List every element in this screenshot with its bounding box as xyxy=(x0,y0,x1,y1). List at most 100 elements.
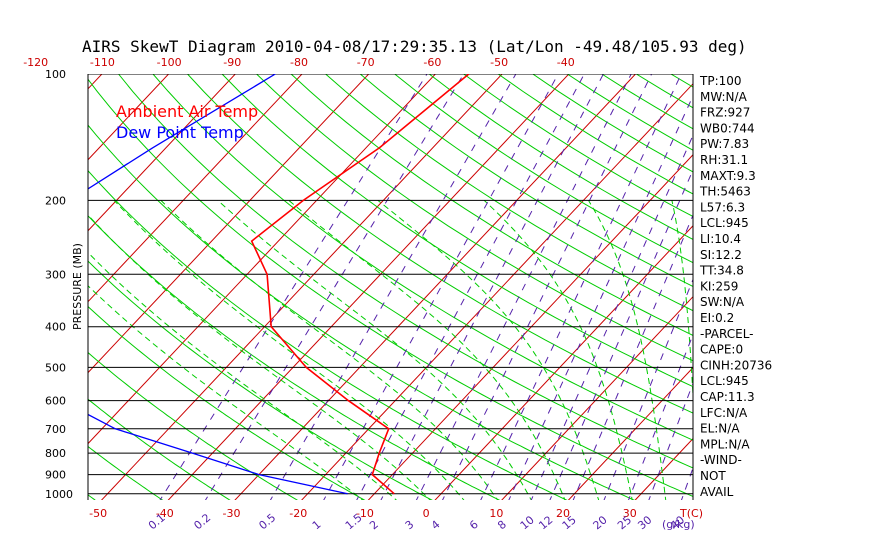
dry-adiabat-line xyxy=(531,74,693,173)
dewpoint-temp-line xyxy=(88,74,348,495)
isotherm-line xyxy=(88,74,103,90)
dry-adiabat-line xyxy=(88,351,299,500)
dry-adiabat-line xyxy=(88,169,568,500)
mixing-ratio-tick-label: 8 xyxy=(495,518,509,532)
isotherm-line xyxy=(88,74,437,445)
dry-adiabat-line xyxy=(88,260,433,500)
isotherm-line xyxy=(88,74,170,161)
index-item: TP:100 xyxy=(699,74,742,88)
dry-adiabat-line xyxy=(669,74,693,88)
legend-dew-point-temp: Dew Point Temp xyxy=(116,123,244,142)
mixing-ratio-tick-label: 30 xyxy=(635,513,654,532)
dry-adiabat-line xyxy=(152,74,693,441)
grid-lines xyxy=(88,55,870,511)
moist-adiabat-line xyxy=(160,200,499,500)
y-axis-label: PRESSURE (MB) xyxy=(71,243,84,330)
top-temp-tick-label: -50 xyxy=(490,56,508,69)
sounding-curves xyxy=(88,74,470,495)
mixing-ratio-line xyxy=(415,74,632,500)
index-item: KI:259 xyxy=(700,279,738,293)
isotherm-line xyxy=(567,366,693,500)
index-item: LCL:945 xyxy=(700,216,749,230)
mixing-ratio-tick-label: 6 xyxy=(467,518,481,532)
pressure-tick-label: 100 xyxy=(45,68,66,81)
pressure-tick-label: 700 xyxy=(45,423,66,436)
dry-adiabat-line xyxy=(88,494,96,500)
isotherm-line xyxy=(88,74,303,303)
mixing-ratio-tick-label: 4 xyxy=(429,518,443,532)
top-temp-tick-label: -80 xyxy=(290,56,308,69)
moist-adiabat-line xyxy=(483,200,633,500)
moist-adiabat-line xyxy=(671,200,693,404)
isotherm-line xyxy=(234,74,637,500)
top-temp-tick-label: -100 xyxy=(157,56,182,69)
dry-adiabat-line xyxy=(186,74,693,414)
dry-adiabat-line xyxy=(290,74,693,336)
mixing-ratio-line xyxy=(648,381,693,500)
index-item: L57:6.3 xyxy=(700,200,745,214)
mixing-ratio-line xyxy=(480,74,682,500)
moist-adiabat-line xyxy=(588,200,667,500)
mixing-ratio-tick-label: 3 xyxy=(403,518,417,532)
ambient-temp-line xyxy=(250,74,470,495)
pressure-tick-label: 400 xyxy=(45,321,66,334)
index-item: NOT xyxy=(700,469,726,483)
isotherm-line xyxy=(301,83,693,500)
pressure-tick-label: 300 xyxy=(45,268,66,281)
index-item: MAXT:9.3 xyxy=(700,169,756,183)
moist-adiabat-line xyxy=(288,200,566,500)
isotherm-line xyxy=(367,154,693,500)
bottom-temp-tick-label: -50 xyxy=(89,507,107,520)
isotherm-line xyxy=(88,74,370,374)
bottom-temp-tick-label: -40 xyxy=(156,507,174,520)
index-item: TT:34.8 xyxy=(699,264,744,278)
pressure-tick-label: 900 xyxy=(45,469,66,482)
isotherm-line xyxy=(825,55,870,511)
index-item: CAP:11.3 xyxy=(700,390,755,404)
isotherm-line xyxy=(100,74,503,500)
index-item: LCL:945 xyxy=(700,374,749,388)
index-item: MPL:N/A xyxy=(700,437,750,451)
mixing-ratio-tick-label: 1 xyxy=(310,518,324,532)
dry-adiabat-line xyxy=(221,74,693,388)
mixing-ratio-tick-label: 12 xyxy=(536,513,555,532)
index-item: EI:0.2 xyxy=(700,311,734,325)
top-temp-tick-label: -90 xyxy=(223,56,241,69)
mixing-ratio-tick-label: 0.5 xyxy=(256,511,278,532)
mixing-ratio-line xyxy=(628,333,693,500)
mixing-ratio-line xyxy=(323,74,559,500)
index-item: CAPE:0 xyxy=(700,343,743,357)
index-item: CINH:20736 xyxy=(700,358,772,372)
mixing-ratio-tick-label: 20 xyxy=(591,513,610,532)
mixing-ratio-unit-label: (g/kg) xyxy=(662,518,695,531)
isotherm-line xyxy=(167,74,570,500)
mixing-ratio-tick-label: 0.2 xyxy=(191,511,213,532)
top-temp-tick-label: -110 xyxy=(90,56,115,69)
mixing-ratio-line xyxy=(269,74,517,500)
top-temp-tick-label: -120 xyxy=(23,56,48,69)
dry-adiabat-line xyxy=(255,74,693,362)
pressure-tick-label: 600 xyxy=(45,395,66,408)
index-item: EL:N/A xyxy=(700,422,740,436)
index-item: SW:N/A xyxy=(700,295,745,309)
dry-adiabat-line xyxy=(88,445,164,500)
index-item: -PARCEL- xyxy=(700,327,754,341)
moist-adiabat-line xyxy=(88,285,364,500)
index-item: WB0:744 xyxy=(700,121,755,135)
dry-adiabat-line xyxy=(462,74,693,218)
bottom-temp-tick-label: -20 xyxy=(289,507,307,520)
dry-adiabat-line xyxy=(88,124,635,500)
isotherm-line xyxy=(501,295,693,500)
bottom-temp-tick-label: -10 xyxy=(356,507,374,520)
mixing-ratio-line xyxy=(356,74,585,500)
dry-adiabat-line xyxy=(740,55,870,511)
index-item: LFC:N/A xyxy=(700,406,748,420)
mixing-ratio-line xyxy=(508,94,693,500)
bottom-temp-tick-label: 0 xyxy=(423,507,430,520)
pressure-tick-label: 800 xyxy=(45,447,66,460)
chart-title: AIRS SkewT Diagram 2010-04-08/17:29:35.1… xyxy=(82,37,747,56)
index-item: AVAIL xyxy=(700,485,734,499)
bottom-temp-tick-label: 20 xyxy=(556,507,570,520)
